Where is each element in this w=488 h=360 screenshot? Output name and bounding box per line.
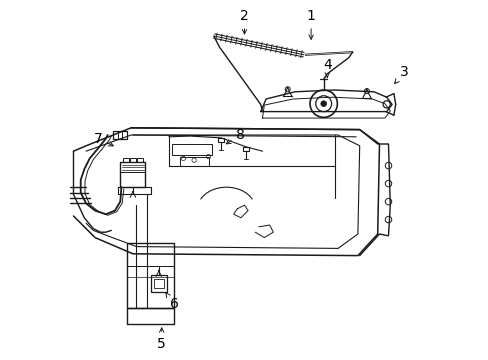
Text: 3: 3 [394,65,408,84]
Text: 7: 7 [94,132,113,146]
Bar [122,158,128,162]
Bar [172,144,212,155]
Text: 6: 6 [165,292,179,311]
Bar [153,279,163,288]
Text: 8: 8 [226,128,245,144]
Bar [130,158,136,162]
Bar [137,158,142,162]
Bar [113,131,127,139]
Bar [151,275,167,292]
Bar [127,243,174,308]
Text: 1: 1 [306,9,315,39]
Bar [120,162,145,187]
Text: 2: 2 [240,9,248,34]
Text: 4: 4 [322,58,331,77]
Circle shape [320,101,326,107]
Bar [179,157,208,166]
Text: 5: 5 [157,328,166,351]
